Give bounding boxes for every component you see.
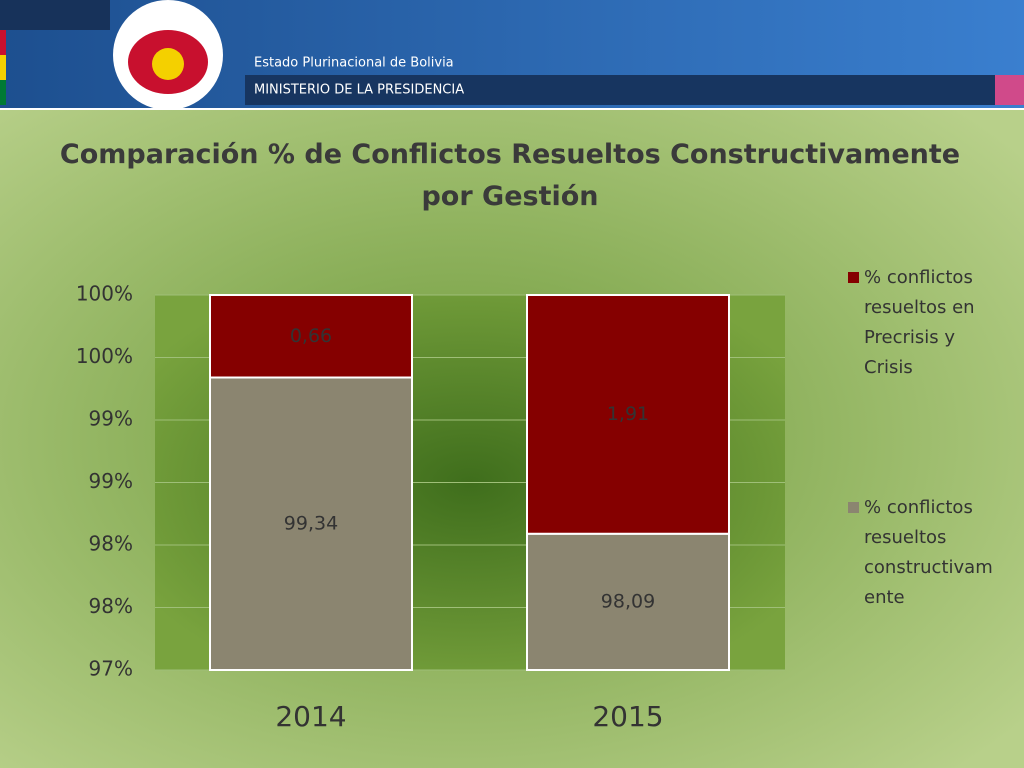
flag-yellow [0,55,6,80]
header-corner [0,0,110,30]
y-tick-label: 98% [89,532,133,556]
x-tick-label: 2015 [592,700,663,733]
legend-swatch [848,502,859,513]
y-tick-label: 98% [89,594,133,618]
chart-title: Comparación % de Conflictos Resueltos Co… [60,139,960,212]
x-tick-label: 2014 [275,700,346,733]
legend-swatch [848,272,859,283]
y-tick-label: 99% [89,469,133,493]
emblem-center [152,48,184,80]
flag-green [0,80,6,105]
header-band [245,75,995,105]
data-label: 1,91 [607,403,649,425]
data-label: 99,34 [284,512,338,534]
wiphala [995,75,1024,105]
flag-red [0,30,6,55]
bar-segment [526,294,730,535]
header-line1: Estado Plurinacional de Bolivia [254,56,454,71]
legend-label: % conflictos resueltos constructivamente [864,497,993,608]
header-line2: MINISTERIO DE LA PRESIDENCIA [254,83,464,98]
data-label: 98,09 [601,590,655,612]
y-tick-label: 97% [89,657,133,681]
y-tick-label: 99% [89,407,133,431]
bar-segment [209,294,413,379]
legend-entry: % conflictos resueltos en Precrisis y Cr… [848,263,994,383]
legend-entry: % conflictos resueltos constructivamente [848,493,994,613]
data-label: 0,66 [290,325,332,347]
y-tick-label: 100% [76,344,133,368]
y-tick-label: 100% [76,282,133,306]
bar-segment [209,376,413,671]
legend-label: % conflictos resueltos en Precrisis y Cr… [864,267,975,378]
